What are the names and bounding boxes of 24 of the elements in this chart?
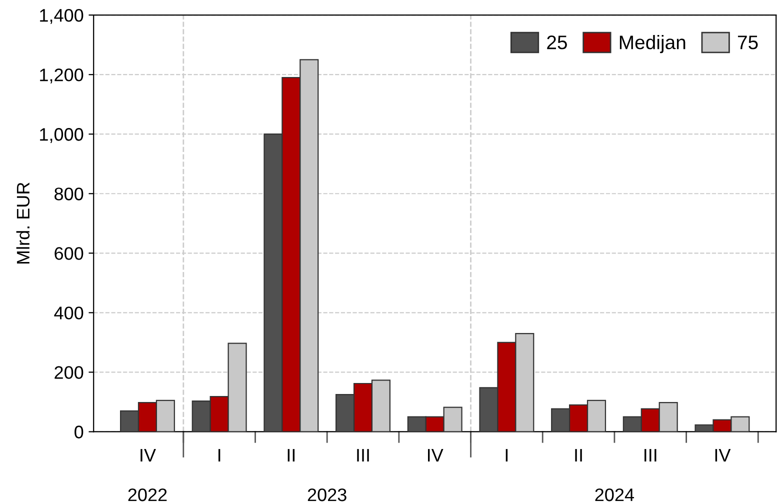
x-tick-label: IV <box>428 449 444 462</box>
x-tick-label: IV <box>715 449 731 462</box>
y-tick-label: 0 <box>74 426 84 438</box>
text: 2024 <box>595 488 634 502</box>
x-tick-label: I <box>506 449 508 462</box>
y-tick-label: 200 <box>54 366 84 379</box>
y-tick-label: 1,400 <box>40 8 84 24</box>
x-tick-label: III <box>357 449 369 462</box>
x-tick-label: IV <box>140 449 156 462</box>
y-tick-label: 400 <box>54 306 84 320</box>
text: 2023 <box>308 488 346 502</box>
y-tick-label: 600 <box>54 247 84 260</box>
x-tick-label: I <box>218 449 220 462</box>
y-axis-title: Mlrd. EUR <box>16 182 30 264</box>
legend-label: Medijan <box>620 34 686 54</box>
x-tick-label: II <box>575 449 582 462</box>
legend-label: 25 <box>547 36 567 50</box>
legend-label: 75 <box>738 36 758 50</box>
x-tick-label: II <box>288 449 295 462</box>
y-tick-label: 800 <box>54 188 84 200</box>
x-tick-label: III <box>644 449 656 462</box>
y-tick-label: 1,000 <box>40 128 84 143</box>
text: 2022 <box>128 488 167 502</box>
y-tick-label: 1,200 <box>40 68 84 84</box>
